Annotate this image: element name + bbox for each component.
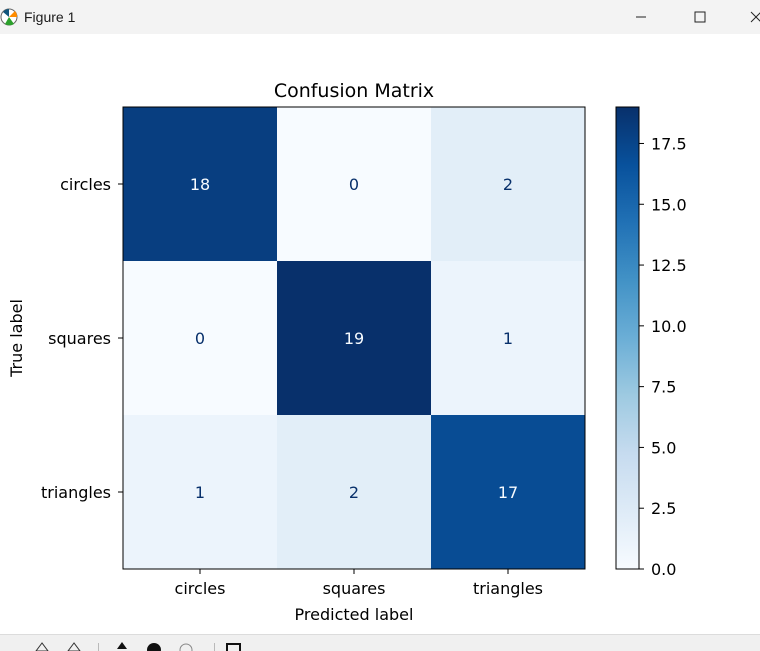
colorbar-ticks: 0.0 2.5 5.0 7.5 10.0 12.5 15.0 17.5 xyxy=(639,134,687,579)
cell-value-label: 17 xyxy=(498,483,518,502)
forward-icon[interactable] xyxy=(66,641,82,651)
window-title: Figure 1 xyxy=(24,9,76,25)
colorbar-tick-label: 7.5 xyxy=(651,378,676,397)
back-icon[interactable] xyxy=(34,641,50,651)
confusion-matrix-chart: Confusion Matrix 18 0 2 0 19 1 1 2 17 circles squ… xyxy=(7,80,687,624)
heatmap-cell xyxy=(123,415,277,569)
colorbar xyxy=(615,106,640,570)
minimize-icon xyxy=(636,16,646,18)
maximize-icon xyxy=(694,11,706,23)
colorbar-tick-label: 5.0 xyxy=(651,438,676,457)
cell-value-label: 1 xyxy=(503,329,513,348)
pan-icon[interactable] xyxy=(114,641,130,651)
cell-value-label: 19 xyxy=(344,329,364,348)
toolbar-separator xyxy=(98,643,99,651)
close-icon xyxy=(750,11,760,23)
y-tick-label: squares xyxy=(48,329,111,348)
y-axis-ticks: circles squares triangles xyxy=(41,175,123,502)
chart-title: Confusion Matrix xyxy=(274,80,434,102)
heatmap-cell xyxy=(431,261,585,415)
heatmap-cell xyxy=(277,107,431,261)
window-titlebar: Figure 1 xyxy=(0,0,760,34)
figure-canvas: Confusion Matrix 18 0 2 0 19 1 1 2 17 circles squ… xyxy=(0,34,760,634)
x-tick-label: squares xyxy=(323,579,386,598)
heatmap-cell xyxy=(431,107,585,261)
maximize-button[interactable] xyxy=(677,0,723,34)
zoom-icon[interactable] xyxy=(146,641,162,651)
cell-value-label: 2 xyxy=(503,175,513,194)
y-tick-label: circles xyxy=(60,175,111,194)
y-tick-label: triangles xyxy=(41,483,111,502)
cell-value-label: 0 xyxy=(349,175,359,194)
x-tick-label: triangles xyxy=(473,579,543,598)
x-tick-label: circles xyxy=(175,579,226,598)
colorbar-tick-label: 15.0 xyxy=(651,195,687,214)
colorbar-tick-label: 12.5 xyxy=(651,256,687,275)
matplotlib-logo-icon xyxy=(0,8,18,26)
cell-value-label: 2 xyxy=(349,483,359,502)
x-axis-label: Predicted label xyxy=(295,605,414,624)
minimize-button[interactable] xyxy=(618,0,664,34)
heatmap-cell xyxy=(123,107,277,261)
colorbar-tick-label: 0.0 xyxy=(651,560,676,579)
cell-value-label: 0 xyxy=(195,329,205,348)
navigation-toolbar xyxy=(0,634,760,651)
close-button[interactable] xyxy=(733,0,760,34)
cell-value-label: 1 xyxy=(195,483,205,502)
heatmap-cell xyxy=(431,415,585,569)
y-axis-label: True label xyxy=(7,299,26,378)
colorbar-tick-label: 10.0 xyxy=(651,317,687,336)
heatmap-cell xyxy=(277,261,431,415)
heatmap-cell xyxy=(277,415,431,569)
cell-value-label: 18 xyxy=(190,175,210,194)
heatmap-cells: 18 0 2 0 19 1 1 2 17 xyxy=(123,107,585,569)
heatmap-cell xyxy=(123,261,277,415)
x-axis-ticks: circles squares triangles xyxy=(175,569,543,598)
colorbar-tick-label: 17.5 xyxy=(651,134,687,153)
colorbar-tick-label: 2.5 xyxy=(651,499,676,518)
toolbar-separator xyxy=(214,643,215,651)
